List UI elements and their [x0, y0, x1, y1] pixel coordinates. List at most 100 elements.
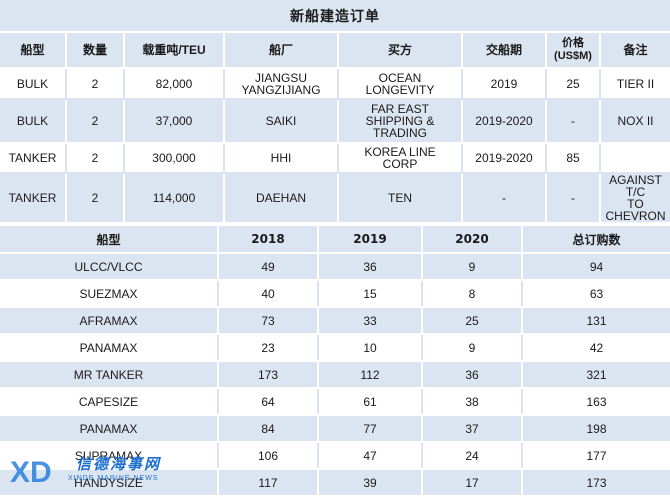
table-cell: TANKER	[0, 173, 67, 224]
table-cell: 173	[218, 361, 319, 389]
table-cell: 84	[218, 415, 319, 443]
table-cell: 2019-2020	[462, 143, 547, 174]
orders-header-row: 船型 数量 载重吨/TEU 船厂 买方 交船期 价格 (US$M) 备注	[0, 32, 670, 69]
table-cell: 9	[422, 253, 523, 281]
table-cell: 2	[66, 99, 125, 144]
table-cell: 10	[318, 334, 423, 362]
table-cell: FAR EAST SHIPPING & TRADING	[338, 99, 463, 144]
table-cell: 114,000	[124, 173, 225, 224]
table-cell: AGAINST T/C TO CHEVRON	[600, 173, 670, 224]
table-cell: -	[462, 173, 547, 224]
column-header: 载重吨/TEU	[124, 32, 225, 69]
table-cell: 37	[422, 415, 523, 443]
table-cell: 37,000	[124, 99, 225, 144]
table-cell: 25	[422, 307, 523, 335]
table-row: PANAMAX 23 10 9 42	[0, 334, 670, 362]
column-header: 交船期	[462, 32, 547, 69]
table-cell: 2019-2020	[462, 99, 547, 144]
table-cell: HHI	[224, 143, 339, 174]
table-cell: 77	[318, 415, 423, 443]
column-header: 2020	[422, 226, 523, 254]
table-cell: 94	[522, 253, 670, 281]
table-cell: 8	[422, 280, 523, 308]
column-header: 船厂	[224, 32, 339, 69]
table-cell: 82,000	[124, 68, 225, 100]
column-header: 数量	[66, 32, 125, 69]
table-cell: 49	[218, 253, 319, 281]
table-cell: 131	[522, 307, 670, 335]
table-cell: 198	[522, 415, 670, 443]
table-cell: TEN	[338, 173, 463, 224]
table-row: BULK 2 37,000 SAIKI FAR EAST SHIPPING & …	[0, 99, 670, 144]
order-summary-table: 船型 2018 2019 2020 总订购数 ULCC/VLCC 49 36 9…	[0, 226, 670, 497]
table-cell: -	[546, 173, 601, 224]
table-row: TANKER 2 300,000 HHI KOREA LINE CORP 201…	[0, 143, 670, 174]
table-cell: 2	[66, 173, 125, 224]
logo-text: XD	[10, 456, 52, 487]
table-cell: BULK	[0, 68, 67, 100]
table-cell: 33	[318, 307, 423, 335]
table-cell: 15	[318, 280, 423, 308]
table-cell: 63	[522, 280, 670, 308]
table-cell: KOREA LINE CORP	[338, 143, 463, 174]
table-cell: 64	[218, 388, 319, 416]
table-cell: 112	[318, 361, 423, 389]
table-cell: MR TANKER	[0, 361, 219, 389]
table-cell: CAPESIZE	[0, 388, 219, 416]
table-cell: NOX II	[600, 99, 670, 144]
table-row: PANAMAX 84 77 37 198	[0, 415, 670, 443]
table-cell: AFRAMAX	[0, 307, 219, 335]
column-header: 买方	[338, 32, 463, 69]
table-cell: 25	[546, 68, 601, 100]
table-cell: SUEZMAX	[0, 280, 219, 308]
column-header: 船型	[0, 226, 219, 254]
table-row: SUPRAMAX 106 47 24 177	[0, 442, 670, 470]
column-header: 备注	[600, 32, 670, 69]
column-header: 价格 (US$M)	[546, 32, 601, 69]
xd-logo-icon: XD	[10, 456, 52, 487]
table-row: TANKER 2 114,000 DAEHAN TEN - - AGAINST …	[0, 173, 670, 224]
watermark: XD 信德海事网 XINDE MARINE NEWS	[8, 453, 168, 489]
watermark-chinese-name: 信德海事网	[76, 455, 162, 473]
table-cell: 9	[422, 334, 523, 362]
table-cell: 2	[66, 68, 125, 100]
table-cell: TIER II	[600, 68, 670, 100]
table-cell: 42	[522, 334, 670, 362]
table-cell: 38	[422, 388, 523, 416]
table-cell: 163	[522, 388, 670, 416]
table-cell: SAIKI	[224, 99, 339, 144]
table-row: AFRAMAX 73 33 25 131	[0, 307, 670, 335]
table-cell: 36	[422, 361, 523, 389]
table-cell: JIANGSU YANGZIJIANG	[224, 68, 339, 100]
table-row: CAPESIZE 64 61 38 163	[0, 388, 670, 416]
summary-header-row: 船型 2018 2019 2020 总订购数	[0, 226, 670, 254]
table-cell: TANKER	[0, 143, 67, 174]
table-cell: -	[546, 99, 601, 144]
table-cell: DAEHAN	[224, 173, 339, 224]
column-header: 2018	[218, 226, 319, 254]
table-cell: ULCC/VLCC	[0, 253, 219, 281]
table-cell: 321	[522, 361, 670, 389]
table-cell: 85	[546, 143, 601, 174]
table-cell: BULK	[0, 99, 67, 144]
table-cell: 2	[66, 143, 125, 174]
table-cell: 2019	[462, 68, 547, 100]
table-cell: 36	[318, 253, 423, 281]
table-row: BULK 2 82,000 JIANGSU YANGZIJIANG OCEAN …	[0, 68, 670, 100]
column-header: 总订购数	[522, 226, 670, 254]
table-title: 新船建造订单	[0, 0, 670, 33]
table-cell: SUPRAMAX	[0, 442, 219, 470]
table-cell: 24	[422, 442, 523, 470]
table-cell: 106	[218, 442, 319, 470]
watermark-english-name: XINDE MARINE NEWS	[68, 475, 159, 482]
table-cell: 61	[318, 388, 423, 416]
table-cell: OCEAN LONGEVITY	[338, 68, 463, 100]
table-cell: PANAMAX	[0, 415, 219, 443]
new-orders-table: 新船建造订单 船型 数量 载重吨/TEU 船厂 买方 交船期 价格 (US$M)…	[0, 0, 670, 224]
table-cell: 47	[318, 442, 423, 470]
table-cell: PANAMAX	[0, 334, 219, 362]
table-row: MR TANKER 173 112 36 321	[0, 361, 670, 389]
table-cell: 73	[218, 307, 319, 335]
table-cell: 300,000	[124, 143, 225, 174]
table-cell: 177	[522, 442, 670, 470]
